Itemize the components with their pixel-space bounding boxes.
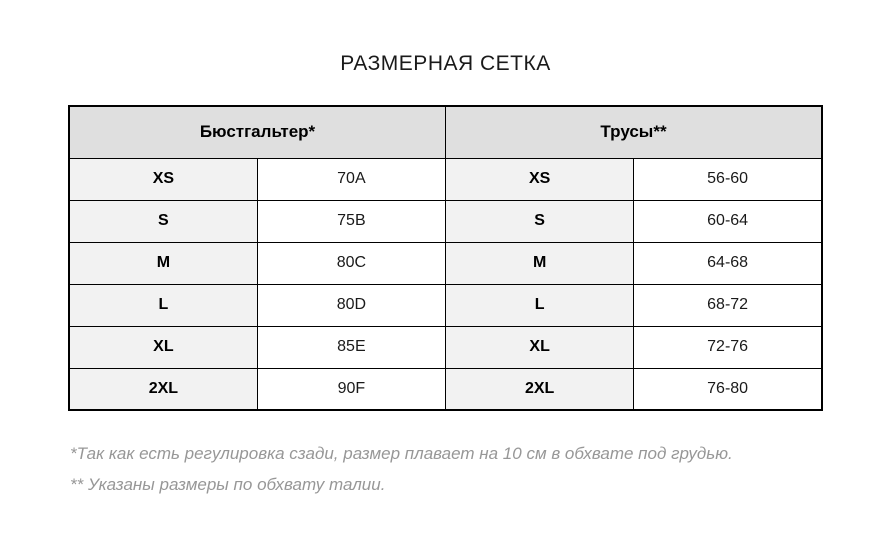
size-grid-table: Бюстгальтер* Трусы** XS 70A XS 56-60 S 7…: [68, 105, 823, 411]
bra-value-cell: 80C: [256, 241, 447, 285]
panty-size-cell: L: [444, 283, 635, 327]
panty-value-cell: 64-68: [633, 241, 823, 285]
bra-value-cell: 70A: [256, 157, 447, 201]
bra-size-cell: L: [68, 283, 258, 327]
table-row: S 75B S 60-64: [68, 199, 823, 243]
panty-size-cell: 2XL: [444, 367, 635, 411]
footnotes: *Так как есть регулировка сзади, размер …: [70, 438, 860, 500]
table-row: M 80C M 64-68: [68, 241, 823, 285]
bra-size-cell: M: [68, 241, 258, 285]
bra-column-header: Бюстгальтер*: [68, 105, 446, 159]
panty-size-cell: M: [444, 241, 635, 285]
panty-value-cell: 56-60: [633, 157, 823, 201]
bra-value-cell: 85E: [256, 325, 447, 369]
panty-value-cell: 60-64: [633, 199, 823, 243]
panties-column-header: Трусы**: [445, 105, 823, 159]
table-row: L 80D L 68-72: [68, 283, 823, 327]
bra-value-cell: 90F: [256, 367, 447, 411]
footnote-panties: ** Указаны размеры по обхвату талии.: [70, 475, 386, 494]
panty-size-cell: XL: [444, 325, 635, 369]
bra-size-cell: 2XL: [68, 367, 258, 411]
panty-value-cell: 76-80: [633, 367, 823, 411]
bra-value-cell: 75B: [256, 199, 447, 243]
bra-size-cell: XS: [68, 157, 258, 201]
table-row: 2XL 90F 2XL 76-80: [68, 367, 823, 411]
bra-size-cell: S: [68, 199, 258, 243]
panty-size-cell: S: [444, 199, 635, 243]
table-row: XL 85E XL 72-76: [68, 325, 823, 369]
panty-value-cell: 68-72: [633, 283, 823, 327]
table-body: XS 70A XS 56-60 S 75B S 60-64 M 80C M 64…: [68, 157, 823, 411]
page-title: РАЗМЕРНАЯ СЕТКА: [340, 52, 551, 75]
bra-size-cell: XL: [68, 325, 258, 369]
panty-value-cell: 72-76: [633, 325, 823, 369]
footnote-bra: *Так как есть регулировка сзади, размер …: [70, 444, 733, 463]
table-header: Бюстгальтер* Трусы**: [68, 105, 823, 159]
panty-size-cell: XS: [444, 157, 635, 201]
bra-value-cell: 80D: [256, 283, 447, 327]
table-row: XS 70A XS 56-60: [68, 157, 823, 201]
header-row: Бюстгальтер* Трусы**: [68, 105, 823, 159]
